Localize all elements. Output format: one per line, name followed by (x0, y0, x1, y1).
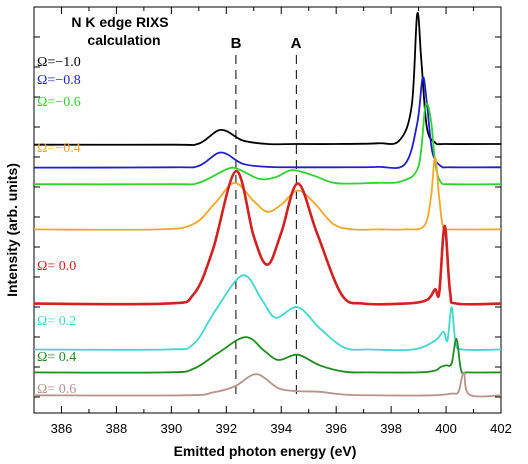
x-tick-label: 394 (270, 421, 292, 436)
chart-title-line-1: N K edge RIXS (71, 14, 168, 30)
ref-label-b: B (231, 35, 242, 52)
y-axis-label: Intensity (arb. units) (4, 163, 20, 297)
x-axis-label: Emitted photon energy (eV) (174, 443, 357, 459)
series-curves (33, 12, 502, 398)
series-line (33, 336, 502, 375)
series-label: Ω=−0.4 (37, 141, 81, 156)
chart-title-line-2: calculation (87, 32, 160, 48)
x-tick-label: 400 (435, 421, 457, 436)
ref-label-a: A (291, 35, 302, 52)
reference-lines (235, 55, 297, 395)
plot-frame (33, 6, 502, 414)
x-tick-label: 396 (325, 421, 347, 436)
x-tick-label: 386 (51, 421, 73, 436)
x-tick-label: 398 (380, 421, 402, 436)
x-tick-label: 390 (161, 421, 183, 436)
series-label: Ω=−0.6 (37, 95, 81, 110)
series-label: Ω= 0.4 (37, 350, 76, 365)
series-label: Ω= 0.0 (37, 259, 76, 274)
series-label: Ω= 0.6 (37, 382, 76, 397)
x-tick-label: 392 (215, 421, 237, 436)
series-label: Ω=−0.8 (37, 73, 81, 88)
series-line (33, 12, 502, 146)
series-line (33, 169, 502, 306)
x-tick-label: 402 (490, 421, 512, 436)
series-line (33, 371, 502, 398)
axis-ticks: 386 388 390 392 394 396 398 400 402 (33, 7, 512, 436)
series-label: Ω=−1.0 (37, 55, 81, 70)
series-line (33, 274, 502, 352)
series-labels: Ω=−1.0 Ω=−0.8 Ω=−0.6 Ω=−0.4 Ω= 0.0 Ω= 0.2 Ω= 0… (37, 55, 81, 397)
series-line (33, 156, 502, 232)
x-tick-label: 388 (106, 421, 128, 436)
series-label: Ω= 0.2 (37, 314, 76, 329)
series-line (33, 102, 502, 186)
